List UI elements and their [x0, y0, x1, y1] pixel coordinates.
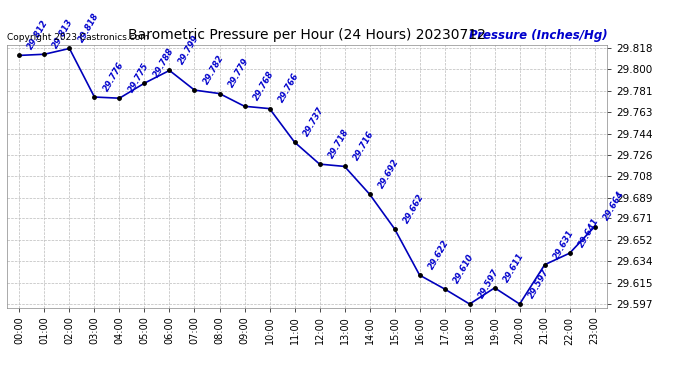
Text: Copyright 2023 Castronics.com: Copyright 2023 Castronics.com — [7, 33, 149, 42]
Text: 29.664: 29.664 — [602, 190, 626, 222]
Text: 29.718: 29.718 — [326, 127, 351, 160]
Text: 29.597: 29.597 — [526, 267, 551, 300]
Text: 29.812: 29.812 — [26, 19, 50, 51]
Title: Barometric Pressure per Hour (24 Hours) 20230712: Barometric Pressure per Hour (24 Hours) … — [128, 28, 486, 42]
Text: 29.610: 29.610 — [451, 252, 475, 285]
Text: 29.768: 29.768 — [251, 69, 275, 102]
Text: 29.662: 29.662 — [402, 192, 426, 225]
Text: 29.776: 29.776 — [101, 60, 126, 93]
Text: 29.775: 29.775 — [126, 62, 150, 94]
Text: 29.692: 29.692 — [377, 158, 401, 190]
Text: 29.813: 29.813 — [51, 18, 75, 50]
Text: 29.799: 29.799 — [177, 34, 201, 66]
Text: 29.641: 29.641 — [577, 216, 601, 249]
Text: 29.779: 29.779 — [226, 57, 250, 89]
Text: 29.611: 29.611 — [502, 251, 526, 284]
Text: 29.788: 29.788 — [151, 46, 175, 79]
Text: 29.716: 29.716 — [351, 130, 375, 162]
Text: 29.782: 29.782 — [201, 53, 226, 86]
Text: 29.766: 29.766 — [277, 72, 301, 104]
Text: 29.631: 29.631 — [551, 228, 575, 261]
Text: 29.818: 29.818 — [77, 12, 101, 44]
Text: 29.737: 29.737 — [302, 105, 326, 138]
Text: 29.597: 29.597 — [477, 267, 501, 300]
Text: Pressure (Inches/Hg): Pressure (Inches/Hg) — [469, 29, 607, 42]
Text: 29.622: 29.622 — [426, 238, 451, 271]
